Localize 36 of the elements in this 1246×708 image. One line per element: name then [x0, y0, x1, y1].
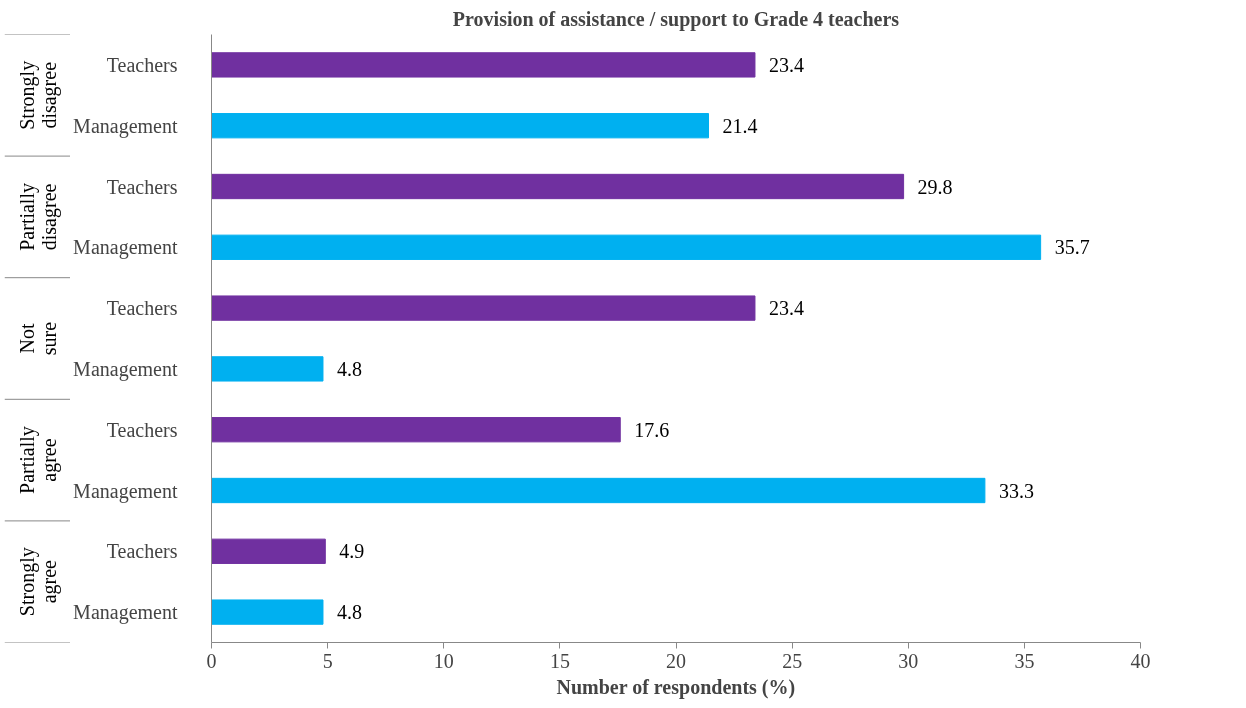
data-label: 23.4	[768, 297, 804, 320]
x-tick-label: 40	[1130, 649, 1151, 672]
data-label: 35.7	[1054, 236, 1090, 259]
data-label: 4.8	[336, 357, 362, 380]
data-label: 17.6	[634, 418, 670, 441]
data-label: 4.8	[336, 601, 362, 624]
y-tick-label: Management	[73, 479, 178, 503]
y-tick-label: Teachers	[106, 175, 178, 198]
x-axis-title: Number of respondents (%)	[556, 675, 796, 699]
y-tick-label: Teachers	[106, 418, 178, 441]
data-label: 33.3	[998, 479, 1034, 502]
y-tick-label: Teachers	[106, 297, 178, 320]
data-label: 23.4	[768, 53, 804, 76]
y-tick-label: Teachers	[106, 540, 178, 563]
text: Not sure	[15, 321, 60, 356]
text: Partially disagree	[15, 183, 61, 251]
y-tick-label: Management	[73, 114, 178, 138]
x-tick-label: 15	[549, 649, 570, 672]
x-tick-label: 30	[898, 649, 919, 672]
y-tick-label: Management	[73, 357, 178, 381]
data-label: 29.8	[917, 175, 953, 198]
x-tick-label: 0	[206, 649, 217, 672]
text: Strongly agree	[15, 547, 61, 617]
text: Strongly disagree	[15, 60, 61, 130]
x-tick-label: 5	[322, 649, 333, 672]
chart-title: Provision of assistance / support to Grade 4 teachers	[452, 7, 900, 31]
data-label: 21.4	[722, 114, 758, 137]
text: Partially agree	[15, 426, 61, 494]
x-tick-label: 20	[666, 649, 686, 672]
data-label: 4.9	[339, 540, 365, 563]
x-tick-label: 35	[1014, 649, 1035, 672]
y-tick-label: Teachers	[106, 53, 178, 76]
x-tick-label: 10	[433, 649, 454, 672]
x-tick-label: 25	[782, 649, 803, 672]
y-tick-label: Management	[73, 236, 178, 260]
y-tick-label: Management	[73, 601, 178, 625]
